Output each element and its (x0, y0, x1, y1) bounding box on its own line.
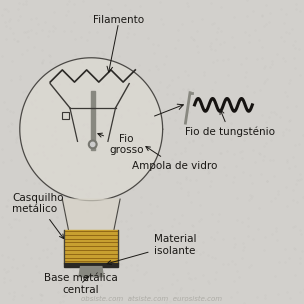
Text: obsiste.com  atsiste.com  eurosiste.com: obsiste.com atsiste.com eurosiste.com (81, 296, 223, 302)
Polygon shape (64, 230, 118, 263)
Text: Filamento: Filamento (93, 15, 144, 25)
Text: Base metálica
central: Base metálica central (44, 273, 117, 295)
Polygon shape (20, 58, 163, 201)
Bar (61, 112, 69, 119)
Polygon shape (62, 199, 120, 230)
Polygon shape (91, 91, 95, 150)
Text: Ampola de vidro: Ampola de vidro (132, 147, 217, 171)
Circle shape (88, 140, 97, 149)
Text: Fio de tungsténio: Fio de tungsténio (185, 110, 275, 137)
Text: Material
isolante: Material isolante (107, 234, 196, 264)
Polygon shape (64, 263, 118, 267)
Circle shape (91, 142, 95, 147)
Text: Casquilho
metálico: Casquilho metálico (12, 193, 64, 239)
Polygon shape (79, 267, 103, 277)
Text: Fio
grosso: Fio grosso (98, 133, 143, 155)
